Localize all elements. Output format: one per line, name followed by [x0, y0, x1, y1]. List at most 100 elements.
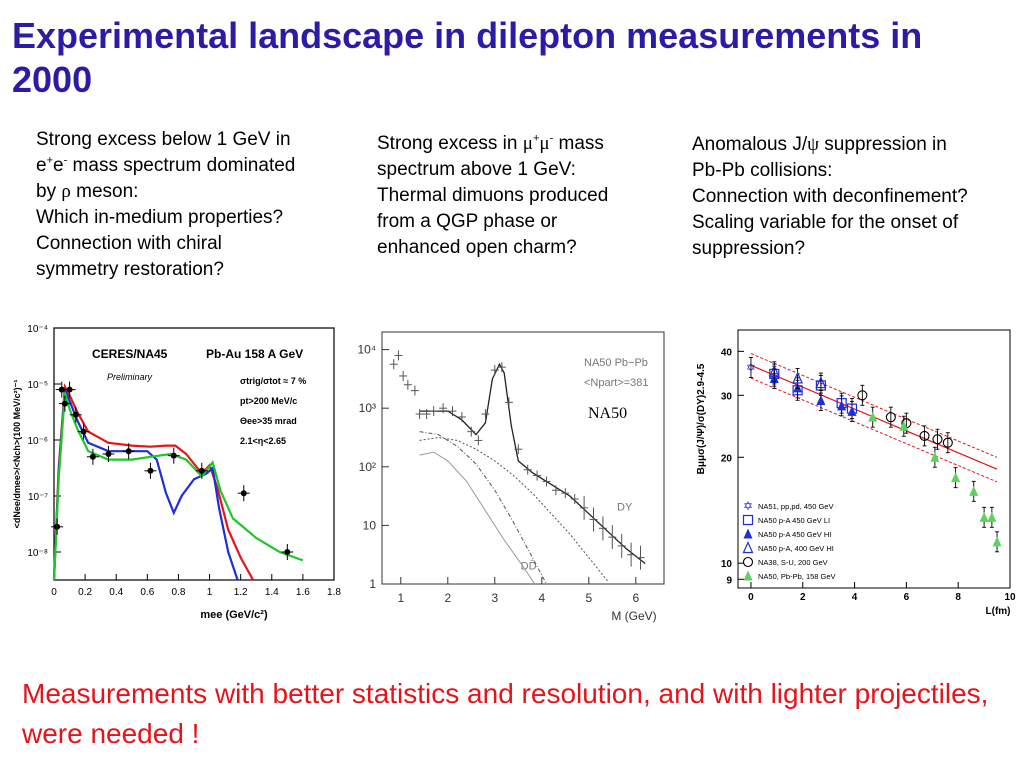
data-point [80, 428, 87, 435]
data-point [125, 448, 132, 455]
x-axis-label: L(fm) [986, 606, 1011, 617]
y-tick-label: 10⁴ [357, 343, 376, 357]
x-tick-label: 1.4 [265, 587, 279, 598]
x-tick-label: 8 [955, 592, 961, 603]
y-tick-label: 10⁻⁷ [28, 492, 48, 503]
fit-band-lower [750, 377, 998, 483]
x-tick-label: 10 [1004, 592, 1016, 603]
y-tick-label: 10 [363, 518, 377, 532]
dy-label: DY [617, 502, 633, 514]
data-point [868, 411, 878, 422]
legend-label: NA50 p-A, 400 GeV HI [758, 544, 834, 553]
experiment-label: CERES/NA45 [92, 347, 168, 361]
x-axis-label: M (GeV) [611, 609, 656, 623]
x-tick-label: 4 [852, 592, 858, 603]
preliminary-label: Preliminary [107, 372, 153, 382]
data-point [837, 400, 847, 411]
data-point [919, 430, 930, 441]
x-tick-label: 4 [538, 591, 545, 605]
jpsi-description: Anomalous J/ψ suppression in Pb-Pb colli… [692, 132, 1022, 262]
x-tick-label: 1.6 [296, 587, 310, 598]
y-tick-label: 10⁻⁸ [27, 548, 48, 559]
text-line: Pb-Pb collisions: [692, 160, 833, 181]
legend-marker [742, 556, 754, 568]
data-point [942, 437, 953, 448]
text-line: Connection with chiral [36, 233, 222, 254]
jpsi-suppression-chart: 0 2 4 6 8 10 40 30 20 10 9 L(fm) Bμμσ(J/Ψ)/σ(DY)2.9-… [696, 329, 1016, 617]
curve-DD [419, 451, 536, 585]
x-tick-label: 6 [904, 592, 910, 603]
x-tick-label: 1.2 [234, 587, 248, 598]
y-tick-label: 1 [369, 577, 376, 591]
data-point [61, 400, 68, 407]
model-curve-green [52, 392, 304, 581]
data-point [198, 467, 205, 474]
x-axis-label: mee (GeV/c²) [200, 609, 268, 621]
data-point: ✡ [746, 360, 756, 374]
data-point [72, 411, 79, 418]
x-tick-label: 6 [632, 591, 639, 605]
data-point [987, 511, 997, 522]
data-point [930, 451, 940, 462]
y-axis-label: <dNee/dmee>/<Nch>(100 MeV/c²)⁻¹ [12, 380, 22, 529]
x-tick-label: 1 [397, 591, 404, 605]
data-point [857, 390, 868, 401]
legend-label: NA51, pp,pd, 450 GeV [758, 502, 833, 511]
y-axis-label: Bμμσ(J/Ψ)/σ(DY)2.9-4.5 [696, 363, 707, 474]
text-line: spectrum above 1 GeV: [377, 159, 576, 180]
data-point [58, 386, 65, 393]
data-point [89, 453, 96, 460]
text-line: enhanced open charm? [377, 237, 577, 258]
data-point [847, 405, 857, 416]
plot-frame [737, 329, 1011, 589]
data-point [899, 420, 909, 431]
data-point [792, 371, 804, 384]
data-point [885, 412, 896, 423]
x-tick-label: 5 [585, 591, 592, 605]
legend-label: NA50, Pb-Pb, 158 GeV [758, 572, 836, 581]
ceres-description: Strong excess below 1 GeV in e+e- mass s… [36, 127, 356, 283]
ceres-chart: 0 0.2 0.4 0.6 0.8 1 1.2 1.4 1.6 1.8 10⁻⁴ 10⁻⁵ 10⁻⁶ 10… [12, 324, 341, 621]
text-line: Thermal dimuons produced [377, 185, 609, 206]
data-point [816, 394, 826, 405]
legend-marker [743, 570, 753, 581]
data-point [147, 467, 154, 474]
text-line: suppression? [692, 238, 806, 259]
x-tick-label: 0.8 [171, 587, 185, 598]
data-point [170, 452, 177, 459]
data-point [992, 536, 1002, 547]
x-tick-label: 0.2 [78, 587, 92, 598]
legend-label: NA50 p-A 450 GeV LI [758, 516, 830, 525]
y-tick-label: 10³ [359, 401, 376, 415]
plot-frame [53, 327, 335, 581]
y-tick-label: 9 [726, 575, 732, 586]
plot-frame [381, 331, 665, 585]
y-tick-label: 30 [721, 391, 733, 402]
cut-label: 2.1<η<2.65 [240, 436, 286, 446]
text-line: by ρ meson: [36, 181, 139, 202]
conclusion-text: Measurements with better statistics and … [22, 678, 989, 749]
cut-label: pt>200 MeV/c [240, 396, 297, 406]
model-curve-blue [52, 389, 239, 581]
x-tick-label: 3 [491, 591, 498, 605]
y-tick-label: 40 [721, 347, 733, 358]
text-line: Which in-medium properties? [36, 207, 284, 228]
y-tick-label: 10⁻⁶ [27, 436, 48, 447]
text-line: Scaling variable for the onset of [692, 212, 959, 233]
y-tick-label: 10 [721, 559, 733, 570]
data-point [54, 523, 61, 530]
data-point [815, 376, 827, 389]
legend-marker: ✡ [743, 499, 753, 513]
x-tick-label: 1.8 [327, 587, 341, 598]
system-label: NA50 Pb−Pb [584, 357, 648, 369]
legend-marker [742, 514, 754, 526]
x-tick-label: 1 [207, 587, 213, 598]
slide-title: Experimental landscape in dilepton measu… [12, 15, 923, 100]
x-tick-label: 0.4 [109, 587, 123, 598]
data-point [240, 490, 247, 497]
x-tick-label: 0 [51, 587, 57, 598]
curve-dotted [419, 436, 608, 582]
data-point [932, 434, 943, 445]
data-point [768, 364, 780, 377]
fit-band-upper [750, 353, 998, 458]
